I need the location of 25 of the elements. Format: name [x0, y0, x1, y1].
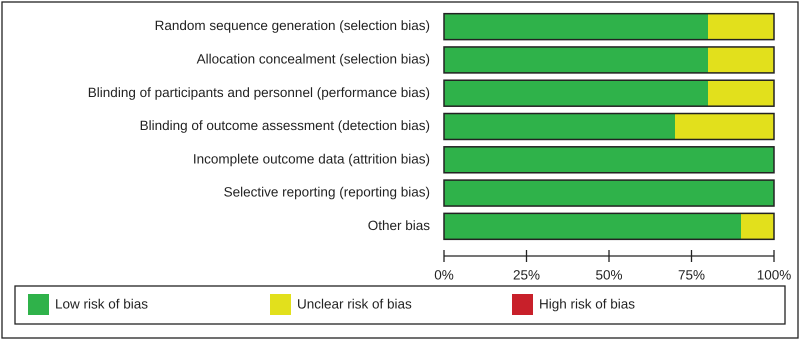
legend-label: High risk of bias	[539, 296, 636, 312]
y-tick-label: Incomplete outcome data (attrition bias)	[192, 151, 430, 166]
y-tick-label: Blinding of participants and personnel (performance bias)	[88, 84, 430, 100]
bar	[444, 114, 675, 140]
x-tick-label: 25%	[512, 268, 540, 283]
bar	[675, 114, 774, 140]
y-tick-label: Random sequence generation (selection bias)	[154, 18, 430, 34]
y-tick-label: Other bias	[368, 218, 430, 233]
legend-label: Unclear risk of bias	[297, 296, 412, 312]
x-tick-label: 100%	[756, 268, 792, 283]
y-tick-label: Allocation concealment (selection bias)	[196, 51, 430, 66]
x-tick-label: 75%	[678, 268, 706, 283]
bar	[444, 46, 708, 73]
x-tick-label: 50%	[595, 268, 623, 283]
bar	[444, 80, 708, 106]
y-tick-label: Blinding of outcome assessment (detection bias)	[140, 118, 430, 134]
bar	[708, 46, 774, 73]
x-tick-label: 0%	[434, 268, 454, 283]
y-tick-label: Selective reporting (reporting bias)	[224, 184, 430, 200]
bar	[444, 213, 741, 240]
bar	[444, 14, 708, 40]
legend-label: Low risk of bias	[55, 296, 148, 312]
bar	[708, 14, 774, 40]
bar	[741, 213, 774, 240]
bar	[708, 80, 774, 106]
